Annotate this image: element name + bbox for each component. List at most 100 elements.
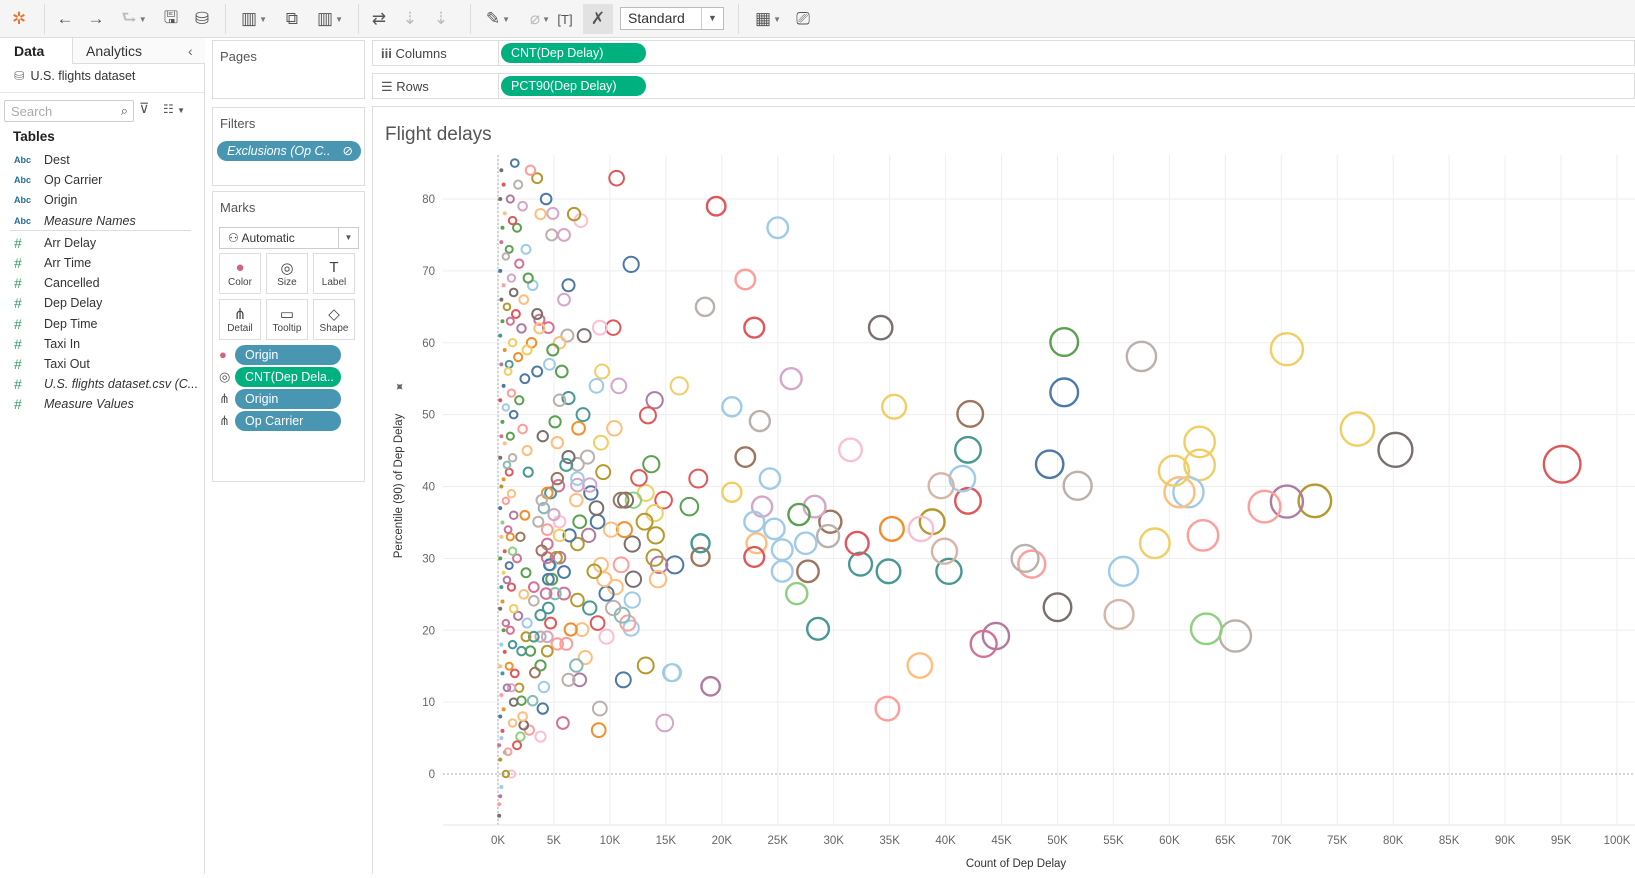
data-point[interactable] [874,695,901,722]
data-point[interactable] [1010,543,1040,573]
data-point[interactable] [1377,431,1414,469]
data-point[interactable] [1157,454,1191,487]
data-point[interactable] [507,718,518,728]
data-point[interactable] [570,536,585,552]
data-point[interactable] [645,391,664,410]
data-point[interactable] [506,489,517,499]
data-point[interactable] [517,200,528,212]
data-point[interactable] [502,575,512,585]
data-point[interactable] [591,700,608,717]
data-point[interactable] [907,515,935,543]
data-point[interactable] [532,515,545,528]
data-point[interactable] [1125,340,1158,373]
marks-color-button[interactable]: ● Color [219,253,261,294]
data-point[interactable] [541,572,555,586]
data-point[interactable] [721,481,743,503]
data-point[interactable] [645,548,664,567]
marks-size-button[interactable]: ◎ Size [266,253,308,294]
save-icon[interactable]: 🖫 [163,7,179,27]
data-point[interactable] [544,616,558,630]
data-point[interactable] [499,362,504,367]
data-point[interactable] [518,588,530,600]
data-point[interactable] [802,494,827,519]
data-point[interactable] [556,716,570,730]
data-point[interactable] [690,533,711,554]
data-point[interactable] [522,466,534,478]
marks-label-button[interactable]: T Label [313,253,355,294]
data-point[interactable] [526,694,539,707]
data-point[interactable] [586,563,602,580]
data-point[interactable] [503,367,513,376]
data-point[interactable] [516,695,527,706]
data-point[interactable] [1103,598,1135,631]
data-point[interactable] [499,240,504,245]
field-dep-time[interactable]: # Dep Time [14,315,98,333]
data-point[interactable] [815,523,841,549]
data-point[interactable] [655,713,675,733]
data-point[interactable] [766,216,790,240]
data-point[interactable] [545,572,559,586]
data-point[interactable] [498,606,503,611]
marks-shape-button[interactable]: ◇ Shape [313,299,355,340]
data-point[interactable] [779,367,803,391]
data-point[interactable] [502,347,507,352]
data-point[interactable] [818,509,843,534]
data-point[interactable] [1042,592,1073,623]
data-point[interactable] [521,617,533,629]
mark-type-dropdown[interactable]: ⚇ Automatic ▼ [219,227,359,249]
data-point[interactable] [624,570,643,588]
data-point[interactable] [583,485,599,501]
data-point[interactable] [847,551,874,577]
field-u-s-flights-dataset-csv-c[interactable]: # U.S. flights dataset.csv (C... [14,375,198,393]
field-op-carrier[interactable]: Abc Op Carrier [14,171,102,189]
data-point[interactable] [506,683,517,693]
rows-shelf[interactable]: ☰ Rows PCT90(Dep Delay) [372,73,1635,99]
data-point[interactable] [956,399,985,428]
data-point[interactable] [502,549,507,554]
data-point[interactable] [927,472,955,500]
data-point[interactable] [622,255,640,274]
data-point[interactable] [623,591,641,609]
data-point[interactable] [543,357,556,371]
data-point[interactable] [507,453,518,463]
data-point[interactable] [507,338,518,348]
data-point[interactable] [514,258,525,269]
data-point[interactable] [679,496,700,517]
field-dest[interactable]: Abc Dest [14,151,70,169]
new-data-source-icon[interactable]: ⛁ [194,9,210,28]
data-point[interactable] [499,168,504,173]
data-point[interactable] [743,510,766,533]
data-point[interactable] [497,802,502,807]
data-point[interactable] [1138,527,1171,560]
data-point[interactable] [762,517,786,541]
data-point[interactable] [516,645,527,657]
field-cancelled[interactable]: # Cancelled [14,274,100,292]
data-point[interactable] [535,494,548,507]
data-point[interactable] [787,502,811,527]
data-point[interactable] [499,642,504,647]
data-point[interactable] [743,545,766,569]
data-point[interactable] [508,697,519,707]
data-point[interactable] [560,328,575,343]
view-options-icon[interactable]: ☷ ▼ [163,102,186,116]
data-point[interactable] [569,658,584,673]
clear-sheet-icon[interactable]: ▥ ▼ [317,9,343,28]
data-point[interactable] [770,559,794,583]
data-point[interactable] [878,515,905,542]
data-point[interactable] [513,352,524,363]
marks-pill-detail[interactable]: Origin [235,389,341,409]
data-point[interactable] [498,757,503,762]
data-point[interactable] [515,531,526,543]
field-arr-delay[interactable]: # Arr Delay [14,234,96,252]
data-point[interactable] [518,719,530,731]
data-point[interactable] [527,581,540,593]
field-arr-time[interactable]: # Arr Time [14,254,91,272]
data-point[interactable] [770,538,794,562]
data-point[interactable] [548,415,562,429]
group-members-icon[interactable]: ⌀ ▼ [529,9,551,28]
data-point[interactable] [500,225,505,230]
data-point[interactable] [688,468,709,489]
data-point[interactable] [1049,326,1080,358]
data-point[interactable] [588,378,605,394]
data-point[interactable] [534,207,547,221]
